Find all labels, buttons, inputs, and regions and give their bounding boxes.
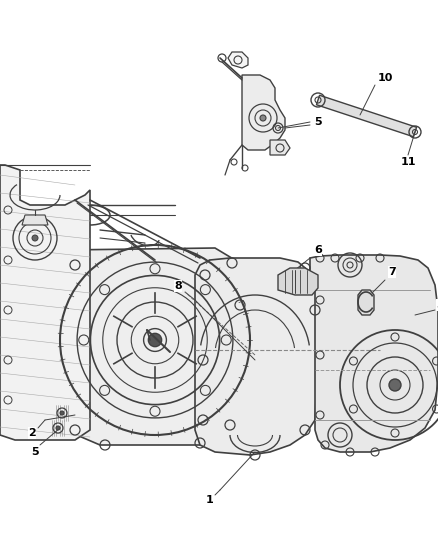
Text: 5: 5 [314,117,322,127]
Polygon shape [22,215,48,225]
Text: 10: 10 [377,73,393,83]
Text: 2: 2 [28,428,36,438]
Polygon shape [278,268,318,295]
Circle shape [56,426,60,430]
Circle shape [60,411,64,415]
Circle shape [389,379,401,391]
Circle shape [260,115,266,121]
Polygon shape [0,165,90,440]
Polygon shape [228,52,248,68]
Polygon shape [270,140,290,155]
Polygon shape [310,255,438,452]
Text: 8: 8 [174,281,182,291]
Text: 11: 11 [400,157,416,167]
Text: 1: 1 [206,495,214,505]
Polygon shape [316,95,417,137]
Polygon shape [65,248,245,445]
Circle shape [148,333,162,346]
Circle shape [32,235,38,241]
Text: 5: 5 [31,447,39,457]
Text: 6: 6 [314,245,322,255]
Polygon shape [242,75,285,150]
Polygon shape [358,290,374,315]
Polygon shape [195,258,320,455]
Text: 5: 5 [436,300,438,310]
Text: 7: 7 [388,267,396,277]
